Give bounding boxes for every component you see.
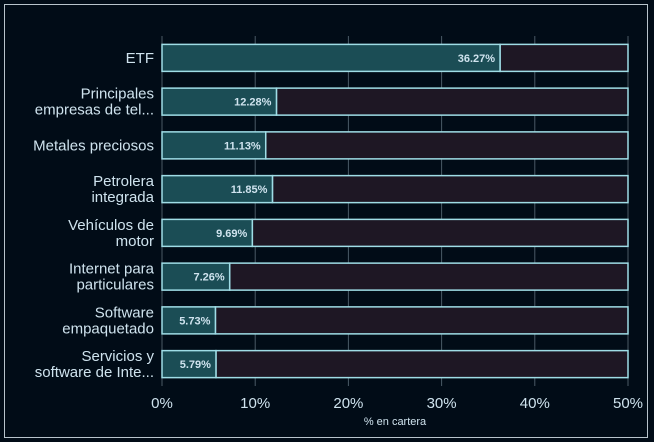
bar	[161, 131, 267, 160]
bar-remainder	[271, 174, 629, 204]
bar-remainder	[264, 131, 629, 160]
bar-remainder	[228, 262, 629, 291]
bar-remainder	[499, 43, 629, 73]
bar	[161, 218, 254, 248]
category-label-line: Metales preciosos	[33, 137, 154, 154]
bar-remainder	[275, 87, 629, 116]
category-label-line: integrada	[91, 189, 154, 206]
bar-value-label: 9.69%	[216, 228, 247, 240]
category-label-line: Vehículos de	[68, 217, 154, 234]
bar-value-label: 5.73%	[179, 315, 210, 327]
bar-value-label: 11.85%	[231, 184, 268, 196]
category-label: Principales empresas de tel...	[35, 86, 154, 119]
bar-remainder	[251, 218, 629, 248]
chart-frame	[4, 4, 648, 438]
bar	[161, 262, 231, 291]
category-label-line: ETF	[126, 50, 154, 67]
bar-value-label: 36.27%	[458, 53, 496, 65]
bar	[161, 174, 274, 204]
category-label-line: Principales	[81, 86, 154, 103]
category-label-line: software de Inte...	[35, 364, 154, 381]
category-label: Vehículos de motor	[68, 217, 154, 250]
category-label: Petrolera integrada	[91, 173, 154, 206]
category-label-line: empresas de tel...	[35, 102, 154, 119]
bar	[161, 306, 217, 335]
x-axis-title: % en cartera	[364, 416, 427, 428]
bar-remainder	[214, 306, 629, 335]
x-tick-label: 30%	[427, 395, 457, 412]
category-label-line: Software	[95, 304, 154, 321]
bar	[161, 87, 278, 116]
x-tick-label: 50%	[613, 395, 643, 412]
category-label: Internet para particulares	[69, 261, 155, 294]
x-tick-label: 0%	[151, 395, 173, 412]
bar-value-label: 12.28%	[234, 97, 272, 109]
x-tick-label: 10%	[240, 395, 270, 412]
x-tick-label: 40%	[520, 395, 550, 412]
category-label-line: Internet para	[69, 261, 155, 278]
category-label: Software empaquetado	[62, 304, 154, 337]
bar	[161, 349, 217, 379]
category-label-line: particulares	[76, 277, 154, 294]
category-label-line: Petrolera	[93, 173, 155, 190]
bar-value-label: 7.26%	[193, 272, 224, 284]
bar	[161, 43, 501, 73]
bar-value-label: 11.13%	[224, 140, 261, 152]
category-label: ETF	[126, 50, 154, 67]
category-label-line: motor	[116, 233, 154, 250]
x-tick-label: 20%	[333, 395, 363, 412]
category-label: Metales preciosos	[33, 137, 154, 154]
bar-value-label: 5.79%	[180, 359, 211, 371]
category-label: Servicios y software de Inte...	[35, 348, 155, 381]
bar-remainder	[215, 349, 629, 379]
category-label-line: empaquetado	[62, 320, 154, 337]
category-label-line: Servicios y	[81, 348, 154, 365]
